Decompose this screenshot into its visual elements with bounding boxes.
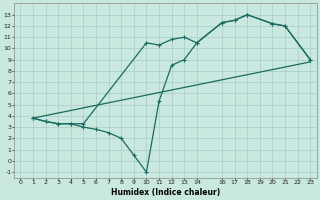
X-axis label: Humidex (Indice chaleur): Humidex (Indice chaleur) bbox=[111, 188, 220, 197]
